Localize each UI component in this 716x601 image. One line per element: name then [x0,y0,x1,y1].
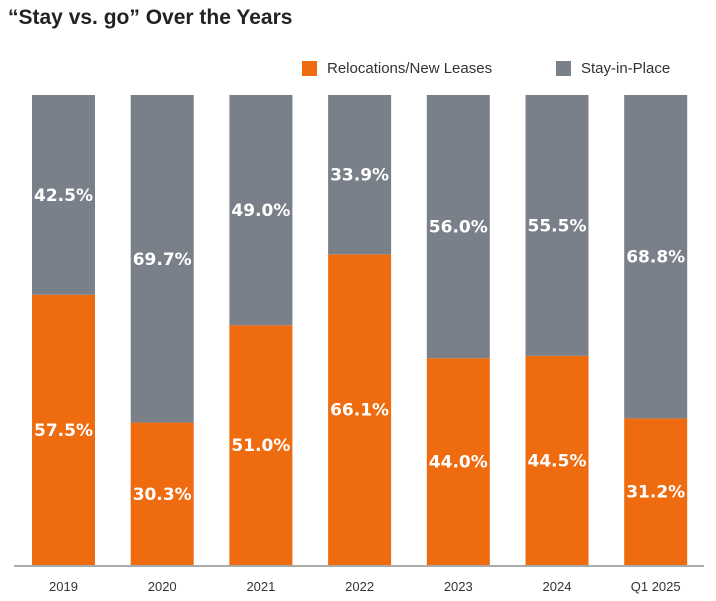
data-label-relocations-2019: 57.5% [34,421,93,441]
x-tick-label-2019: 2019 [49,579,78,594]
data-label-stay-in-place-2021: 49.0% [231,201,290,221]
legend-item-relocations: Relocations/New Leases [302,58,492,78]
x-tick-label-2021: 2021 [246,579,275,594]
bar-stay-in-place-2021 [229,95,293,326]
data-label-relocations-q1-2025: 31.2% [626,483,685,503]
legend-label-relocations: Relocations/New Leases [327,59,493,77]
legend-item-stay-in-place: Stay-in-Place [556,58,670,78]
bar-stay-in-place-2019 [32,95,95,295]
bar-relocations-q1-2025 [624,418,688,565]
bar-relocations-2024 [525,355,589,565]
bar-relocations-2023 [426,358,490,565]
data-label-stay-in-place-2023: 56.0% [429,218,488,238]
legend-swatch-relocations [302,60,317,76]
x-tick-label-2024: 2024 [543,579,572,594]
data-label-relocations-2023: 44.0% [429,453,488,473]
bar-stay-in-place-2020 [130,95,194,423]
x-tick-label-2023: 2023 [444,579,473,594]
x-tick-label-2022: 2022 [345,579,374,594]
data-label-stay-in-place-2024: 55.5% [528,216,587,236]
bar-stay-in-place-q1-2025 [624,95,688,419]
legend-swatch-stay-in-place [556,60,571,76]
data-label-stay-in-place-2022: 33.9% [330,166,389,186]
bar-relocations-2020 [130,422,194,565]
bar-stay-in-place-2024 [525,95,589,356]
x-tick-label-q1-2025: Q1 2025 [631,579,681,594]
x-tick-label-2020: 2020 [148,579,177,594]
bar-relocations-2019 [32,294,95,565]
chart-title: “Stay vs. go” Over the Years [8,6,293,29]
bar-relocations-2022 [328,254,392,565]
legend-label-stay-in-place: Stay-in-Place [581,59,671,77]
data-label-relocations-2020: 30.3% [133,485,192,505]
data-label-relocations-2024: 44.5% [528,451,587,471]
bar-relocations-2021 [229,325,293,565]
data-label-stay-in-place-2019: 42.5% [34,186,93,206]
bar-stay-in-place-2023 [426,95,490,359]
data-label-relocations-2022: 66.1% [330,401,389,421]
data-label-stay-in-place-q1-2025: 68.8% [626,248,685,268]
data-label-relocations-2021: 51.0% [231,436,290,456]
bar-stay-in-place-2022 [328,95,392,255]
data-label-stay-in-place-2020: 69.7% [133,250,192,270]
